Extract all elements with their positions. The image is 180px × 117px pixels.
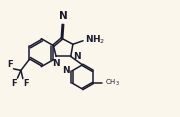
Text: NH$_2$: NH$_2$ [85,34,105,46]
Text: N: N [62,66,70,75]
Text: F: F [8,60,13,69]
Text: CH$_3$: CH$_3$ [105,77,120,88]
Text: N: N [58,11,67,21]
Text: F: F [11,79,17,88]
Text: N: N [73,52,80,61]
Text: F: F [23,79,29,88]
Text: N: N [52,59,60,68]
